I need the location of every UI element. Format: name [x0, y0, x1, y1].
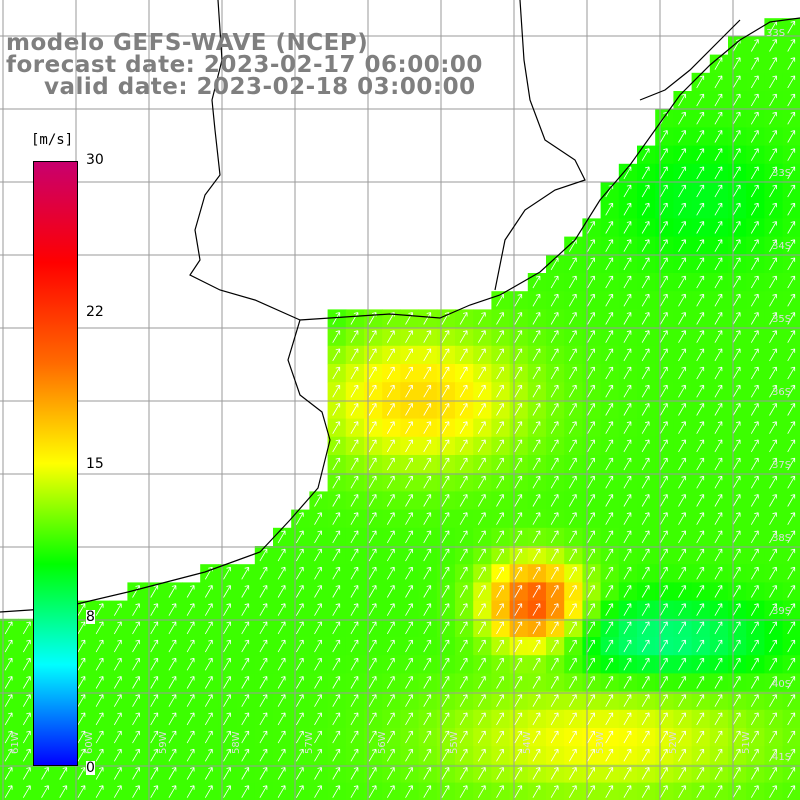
colorbar-tick-15: 15 — [86, 456, 104, 472]
lon-label: 55W — [449, 731, 460, 754]
colorbar-unit: [m/s] — [31, 132, 74, 148]
lon-label: 56W — [377, 731, 388, 754]
colorbar-tick-0: 0 — [86, 760, 95, 776]
lat-label: 35S — [772, 314, 792, 325]
lon-label: 61W — [10, 731, 21, 754]
lon-label: 57W — [304, 731, 315, 754]
lat-label: 41S — [772, 752, 792, 763]
colorbar-tick-22: 22 — [86, 304, 104, 320]
lat-label: 34S — [772, 241, 792, 252]
lon-label: 54W — [522, 731, 533, 754]
lat-label: 40S — [772, 679, 792, 690]
title-forecast-date: forecast date: 2023-02-17 06:00:00 — [6, 52, 483, 78]
colorbar — [33, 161, 78, 766]
lat-label: 38S — [772, 533, 792, 544]
lon-label: 58W — [231, 731, 242, 754]
coastline — [0, 0, 800, 613]
colorbar-tick-8: 8 — [86, 609, 95, 625]
lon-label: 59W — [158, 731, 169, 754]
colorbar-tick-30: 30 — [86, 152, 104, 168]
lon-label: 52W — [668, 731, 679, 754]
wind-speed-cells — [0, 18, 800, 800]
lon-label: 53W — [595, 731, 606, 754]
lat-label: 37S — [772, 460, 792, 471]
title-valid-date: valid date: 2023-02-18 03:00:00 — [44, 74, 476, 100]
wind-arrows — [4, 20, 796, 798]
lat-label: 33S — [766, 28, 786, 39]
lon-label: 51W — [741, 731, 752, 754]
lat-label: 36S — [772, 387, 792, 398]
lon-label: 60W — [84, 731, 95, 754]
lat-label: 33S — [772, 168, 792, 179]
title-model: modelo GEFS-WAVE (NCEP) — [6, 30, 369, 56]
lat-label: 39S — [772, 606, 792, 617]
